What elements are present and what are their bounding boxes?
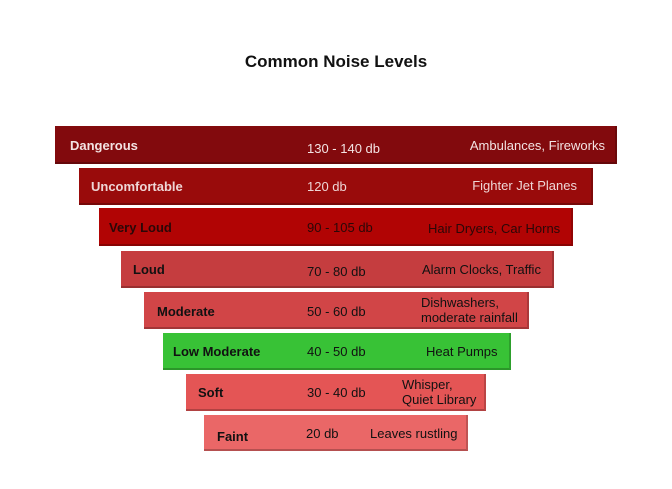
level-range: 70 - 80 db <box>307 264 366 279</box>
level-range: 90 - 105 db <box>307 220 373 235</box>
level-range: 40 - 50 db <box>307 344 366 359</box>
level-range: 50 - 60 db <box>307 304 366 319</box>
level-label: Dangerous <box>70 138 138 153</box>
level-label: Faint <box>217 429 249 444</box>
level-range: 120 db <box>307 179 347 194</box>
level-bar-uncomfortable: Uncomfortable 120 db Fighter Jet Planes <box>79 168 593 205</box>
level-label: Low Moderate <box>173 344 261 359</box>
level-bar-soft: Soft 30 - 40 db Whisper, Quiet Library <box>186 374 486 411</box>
level-label: Uncomfortable <box>91 179 183 194</box>
level-example: Fighter Jet Planes <box>472 178 577 193</box>
level-example: Ambulances, Fireworks <box>469 138 605 153</box>
level-label: Loud <box>133 262 165 277</box>
level-label: Very Loud <box>109 220 172 235</box>
level-bar-very-loud: Very Loud 90 - 105 db Hair Dryers, Car H… <box>99 208 573 246</box>
level-range: 20 db <box>306 426 339 441</box>
level-range: 30 - 40 db <box>307 385 366 400</box>
level-example: Heat Pumps <box>426 344 498 359</box>
level-bar-faint: Faint 20 db Leaves rustling <box>204 415 468 451</box>
level-bar-low-moderate: Low Moderate 40 - 50 db Heat Pumps <box>163 333 511 370</box>
level-example: Leaves rustling <box>370 426 458 441</box>
level-example: Alarm Clocks, Traffic <box>422 262 541 277</box>
level-label: Soft <box>198 385 224 400</box>
level-bar-dangerous: Dangerous 130 - 140 db Ambulances, Firew… <box>55 126 617 164</box>
level-label: Moderate <box>157 304 215 319</box>
level-example: Dishwashers, moderate rainfall <box>421 295 518 325</box>
level-example: Hair Dryers, Car Horns <box>428 221 561 236</box>
level-range: 130 - 140 db <box>307 141 381 156</box>
level-example: Whisper, Quiet Library <box>402 377 477 407</box>
level-bar-loud: Loud 70 - 80 db Alarm Clocks, Traffic <box>121 251 554 288</box>
level-bar-moderate: Moderate 50 - 60 db Dishwashers, moderat… <box>144 292 529 329</box>
diagram-title: Common Noise Levels <box>244 52 428 71</box>
